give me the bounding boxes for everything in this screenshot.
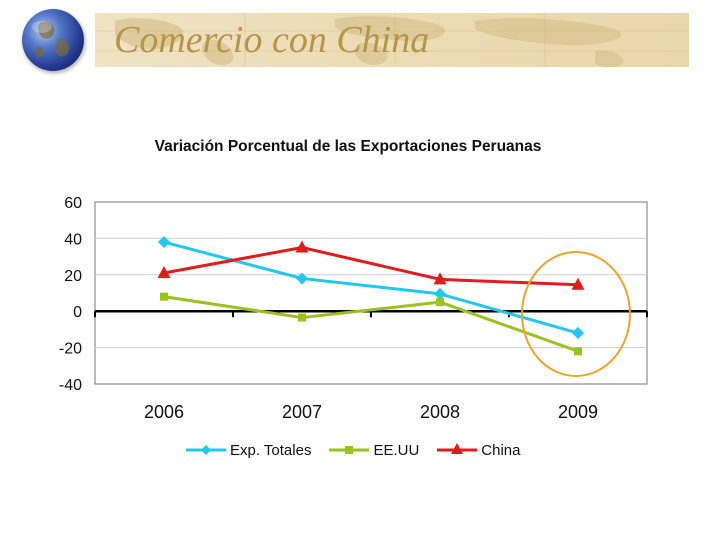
legend-label: China	[481, 441, 521, 459]
legend-item: China	[437, 440, 521, 460]
data-point	[436, 298, 444, 307]
data-point	[572, 327, 584, 340]
world-map-background	[95, 13, 689, 67]
data-point	[433, 272, 447, 285]
data-point	[574, 347, 582, 356]
data-point	[434, 287, 446, 300]
y-tick-label: 60	[64, 195, 82, 212]
x-tick-label: 2007	[282, 402, 322, 422]
series-line-china	[163, 246, 579, 287]
chart-title: Variación Porcentual de las Exportacione…	[155, 138, 542, 155]
legend-item: Exp. Totales	[186, 440, 311, 460]
data-point	[296, 272, 308, 285]
legend-swatch	[186, 445, 226, 455]
data-point	[298, 313, 306, 322]
title-banner	[95, 13, 689, 67]
y-tick-label: 20	[64, 268, 82, 285]
plot-area	[94, 201, 648, 385]
globe-icon	[22, 9, 84, 71]
legend-label: Exp. Totales	[230, 441, 312, 459]
legend-swatch	[437, 443, 478, 454]
slide-title: Comercio con China	[114, 19, 430, 61]
legend-swatch	[329, 446, 370, 454]
x-tick-label: 2008	[420, 402, 460, 422]
y-tick-label: -20	[59, 341, 82, 358]
highlight-ellipse	[521, 251, 631, 377]
data-point	[160, 292, 168, 301]
data-point	[157, 265, 171, 278]
data-point	[158, 236, 170, 249]
y-tick-label: -40	[59, 377, 82, 394]
x-tick-label: 2009	[558, 402, 598, 422]
legend-item: EE.UU	[329, 440, 419, 460]
x-tick-label: 2006	[144, 402, 184, 422]
legend-label: EE.UU	[373, 441, 420, 459]
data-point	[295, 240, 309, 253]
series-line-ee-uu	[163, 295, 579, 353]
y-tick-label: 0	[73, 304, 82, 321]
data-point	[571, 277, 585, 290]
chart-legend: Exp. Totales EE.UU China	[186, 440, 539, 460]
y-tick-label: 40	[64, 231, 82, 248]
